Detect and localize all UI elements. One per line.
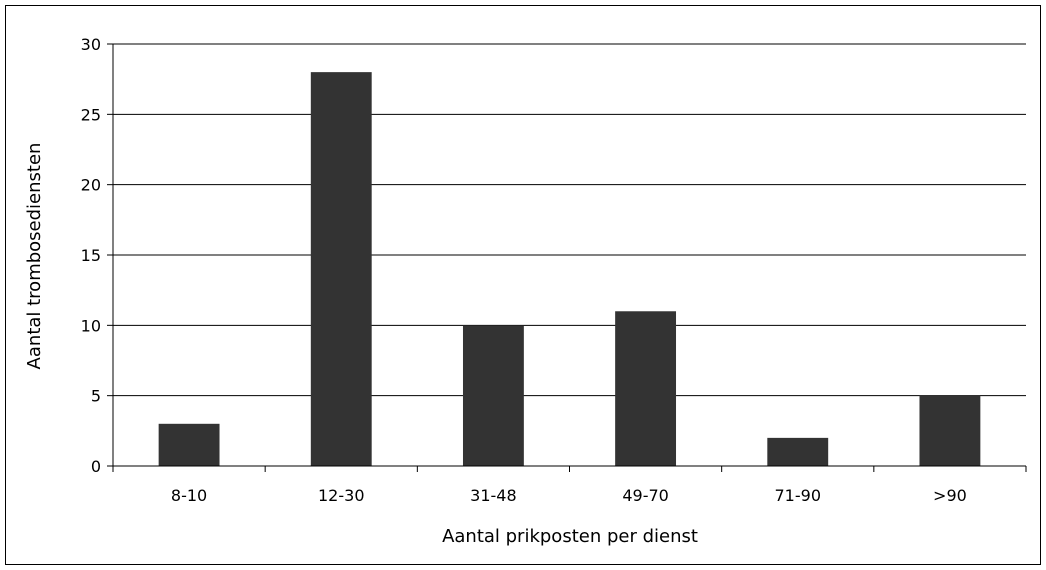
y-tick-label: 5	[91, 387, 101, 406]
bar-3	[462, 325, 524, 466]
bar-4	[615, 311, 677, 466]
y-tick-label: 20	[81, 176, 101, 195]
bar-5	[767, 437, 829, 466]
bar-6	[919, 395, 981, 466]
x-tick-labels: 8-10 12-30 31-48 49-70 71-90 >90	[171, 486, 967, 505]
bar-1	[158, 423, 220, 466]
chart-frame	[5, 5, 1041, 565]
y-tick-label: 30	[81, 35, 101, 54]
axes	[107, 43, 1027, 472]
x-tick-label: 8-10	[171, 486, 207, 505]
x-tick-label: 12-30	[318, 486, 365, 505]
bars	[158, 72, 981, 466]
x-tick-label: 49-70	[622, 486, 669, 505]
y-tick-label: 25	[81, 105, 101, 124]
x-tick-label: 31-48	[470, 486, 517, 505]
y-tick-label: 0	[91, 457, 101, 476]
y-axis-title: Aantal trombosediensten	[24, 143, 45, 370]
y-tick-labels: 0 5 10 15 20 25 30	[81, 35, 101, 476]
bar-2	[310, 72, 372, 466]
y-tick-label: 15	[81, 246, 101, 265]
x-tick-label: >90	[933, 486, 967, 505]
y-tick-label: 10	[81, 316, 101, 335]
gridlines	[113, 43, 1026, 397]
x-tick-label: 71-90	[775, 486, 822, 505]
x-axis-title: Aantal prikposten per dienst	[442, 526, 698, 547]
